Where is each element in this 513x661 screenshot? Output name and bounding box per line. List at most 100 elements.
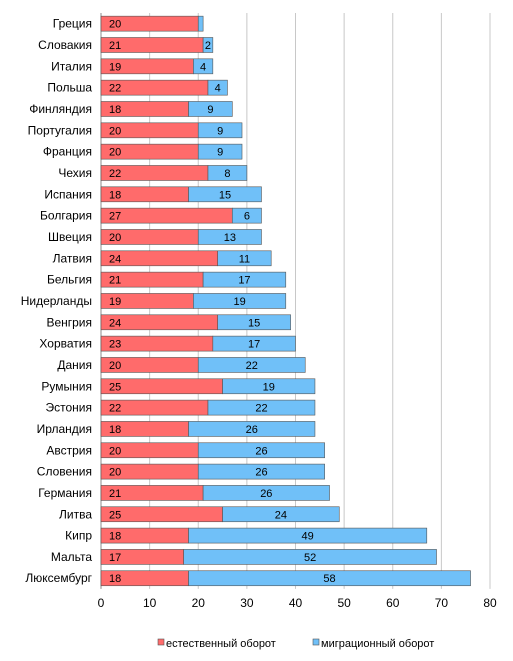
data-label-natural: 22 xyxy=(109,168,121,180)
category-label: Чехия xyxy=(58,166,92,180)
data-label-natural: 22 xyxy=(109,83,121,95)
data-label-migration: 26 xyxy=(260,488,272,500)
data-label-natural: 18 xyxy=(109,573,121,585)
bar-migration-19 xyxy=(188,421,316,437)
data-label-migration: 24 xyxy=(275,509,287,521)
data-label-migration: 4 xyxy=(200,61,206,73)
bar-migration-16 xyxy=(197,357,306,373)
bar-migration-12 xyxy=(202,271,287,288)
bar-migration-18 xyxy=(207,399,316,416)
bar-migration-13 xyxy=(193,293,287,309)
x-tick-label: 70 xyxy=(435,596,449,610)
data-label-migration: 17 xyxy=(248,339,260,351)
data-label-migration: 19 xyxy=(263,381,275,393)
category-label: Латвия xyxy=(53,251,92,265)
data-label-natural: 21 xyxy=(109,275,121,287)
data-label-natural: 25 xyxy=(109,509,121,521)
category-label: Финляндия xyxy=(29,102,92,116)
x-tick-label: 80 xyxy=(483,596,497,610)
bar-migration-6 xyxy=(197,143,243,160)
legend-swatch-1 xyxy=(312,638,320,646)
data-label-migration: 15 xyxy=(219,189,231,201)
category-label: Нидерланды xyxy=(21,294,92,308)
data-label-natural: 20 xyxy=(109,125,121,137)
x-tick-label: 0 xyxy=(98,596,105,610)
data-label-natural: 20 xyxy=(109,445,121,457)
bar-migration-10 xyxy=(197,229,262,245)
data-label-natural: 22 xyxy=(109,403,121,415)
x-axis-ticks: 0 10 20 30 40 50 60 70 80 xyxy=(98,596,497,610)
category-label: Литва xyxy=(59,507,92,521)
bar-migration-24 xyxy=(188,527,428,544)
category-label: Португалия xyxy=(28,123,92,137)
category-label: Ирландия xyxy=(37,422,92,436)
data-label-migration: 4 xyxy=(215,83,221,95)
legend-swatch-0 xyxy=(157,638,165,646)
category-label: Италия xyxy=(51,59,92,73)
bar-migration-14 xyxy=(217,314,291,331)
category-label: Франция xyxy=(43,145,92,159)
data-label-natural: 27 xyxy=(109,211,121,223)
bar-migration-9 xyxy=(231,207,262,224)
data-label-migration: 26 xyxy=(246,424,258,436)
data-label-migration: 49 xyxy=(302,531,314,543)
bar-migration-22 xyxy=(202,485,330,501)
data-label-natural: 18 xyxy=(109,189,121,201)
category-label: Германия xyxy=(38,486,92,500)
category-label: Австрия xyxy=(46,443,92,457)
category-label: Кипр xyxy=(65,529,92,543)
category-label: Хорватия xyxy=(39,337,92,351)
data-label-natural: 20 xyxy=(109,360,121,372)
bar-migration-0 xyxy=(197,15,204,32)
data-label-natural: 20 xyxy=(109,467,121,479)
data-label-natural: 20 xyxy=(109,147,121,159)
bar-migration-20 xyxy=(197,442,325,459)
data-label-natural: 19 xyxy=(109,61,121,73)
data-label-migration: 11 xyxy=(239,253,250,265)
x-tick-label: 10 xyxy=(143,596,157,610)
data-label-migration: 9 xyxy=(207,104,213,116)
data-label-migration: 8 xyxy=(224,168,230,180)
category-label: Словакия xyxy=(38,38,92,52)
data-label-natural: 18 xyxy=(109,424,121,436)
data-label-migration: 26 xyxy=(255,467,267,479)
x-tick-label: 30 xyxy=(240,596,254,610)
bar-migration-26 xyxy=(188,570,471,587)
legend-label-1: миграционный оборот xyxy=(321,638,434,650)
x-tick-label: 40 xyxy=(289,596,303,610)
data-label-natural: 24 xyxy=(109,317,121,329)
bars: 20 21 2 19 4 22 4 18 9 20 9 20 9 22 8 18 15 27 6 20 13 24 11 21… xyxy=(100,15,471,587)
data-label-migration: 58 xyxy=(323,573,335,585)
bar-migration-23 xyxy=(222,506,340,523)
category-label: Дания xyxy=(57,358,92,372)
data-label-natural: 21 xyxy=(109,488,121,500)
data-label-migration: 2 xyxy=(205,40,211,52)
category-label: Польша xyxy=(47,81,92,95)
data-label-natural: 20 xyxy=(109,19,121,31)
data-label-migration: 19 xyxy=(233,296,245,308)
bar-migration-21 xyxy=(197,463,325,480)
bar-migration-4 xyxy=(188,101,233,117)
category-label: Испания xyxy=(44,187,92,201)
category-label: Греция xyxy=(53,17,92,31)
data-label-natural: 17 xyxy=(109,552,121,564)
data-label-migration: 9 xyxy=(217,125,223,137)
data-label-natural: 20 xyxy=(109,232,121,244)
bar-migration-7 xyxy=(207,165,248,181)
bar-migration-5 xyxy=(197,122,243,139)
category-label: Люксембург xyxy=(25,571,92,585)
category-label: Болгария xyxy=(40,209,92,223)
legend-label-0: естественный оборот xyxy=(166,638,276,650)
data-label-natural: 19 xyxy=(109,296,121,308)
legend: естественный оборот миграционный оборот xyxy=(157,638,434,650)
data-label-natural: 23 xyxy=(109,339,121,351)
bar-migration-8 xyxy=(188,186,262,203)
data-label-migration: 52 xyxy=(304,552,316,564)
x-tick-label: 20 xyxy=(192,596,206,610)
data-label-migration: 22 xyxy=(246,360,258,372)
category-label: Эстония xyxy=(46,401,93,415)
data-label-migration: 17 xyxy=(238,275,250,287)
category-labels: Греция Словакия Италия Польша Финляндия Порту… xyxy=(21,17,93,586)
data-label-migration: 9 xyxy=(217,147,223,159)
